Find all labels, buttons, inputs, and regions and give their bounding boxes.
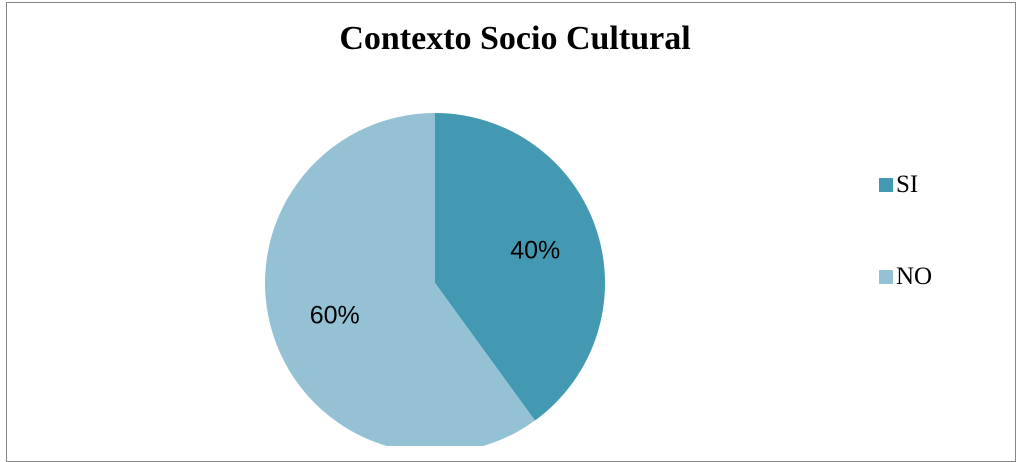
chart-title: Contexto Socio Cultural xyxy=(339,20,691,57)
pie-label-no: 60% xyxy=(310,302,360,330)
legend-swatch-si xyxy=(879,178,893,192)
pie-label-si: 40% xyxy=(510,236,560,264)
pie-slice-si xyxy=(435,113,606,421)
pie-chart: 40% 60% xyxy=(265,113,606,446)
legend-label-no: NO xyxy=(896,263,933,290)
chart-legend: SI NO xyxy=(879,170,932,354)
legend-swatch-no xyxy=(879,270,893,284)
legend-label-si: SI xyxy=(896,171,919,198)
pie-slice-no xyxy=(265,113,535,446)
legend-item-si: SI xyxy=(879,170,932,200)
legend-item-no: NO xyxy=(879,262,932,292)
